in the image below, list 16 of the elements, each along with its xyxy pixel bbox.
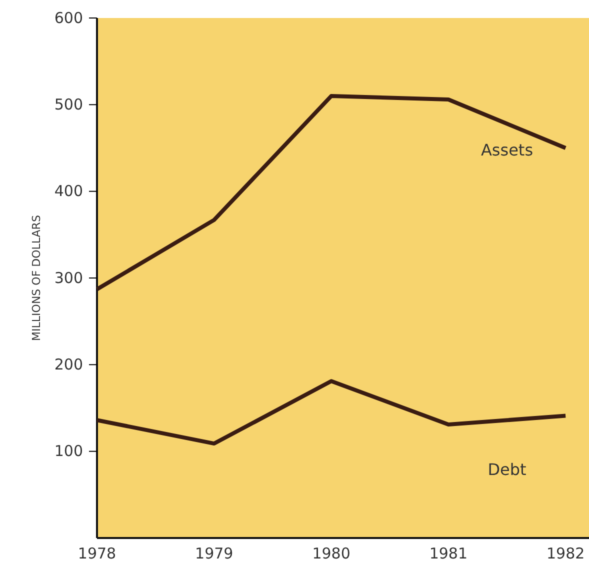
y-tick-label: 600 — [54, 8, 83, 27]
x-tick-label: 1978 — [78, 544, 116, 563]
x-tick-label: 1981 — [429, 544, 468, 563]
y-tick-label: 500 — [54, 95, 83, 114]
series-label: Assets — [480, 140, 534, 160]
x-tick-label: 1982 — [546, 544, 585, 563]
line-series — [95, 94, 568, 292]
x-tick-label: 1980 — [312, 544, 350, 563]
y-tick-label: 300 — [54, 268, 83, 287]
text: Debt — [488, 460, 526, 480]
y-tick-label: 100 — [54, 442, 83, 460]
y-tick-label: 400 — [54, 182, 83, 200]
x-tick-label: 1979 — [195, 544, 234, 563]
y-tick-label: 200 — [54, 355, 83, 374]
line-series — [95, 379, 568, 446]
y-axis-title: MILLIONS OF DOLLARS — [30, 215, 43, 341]
